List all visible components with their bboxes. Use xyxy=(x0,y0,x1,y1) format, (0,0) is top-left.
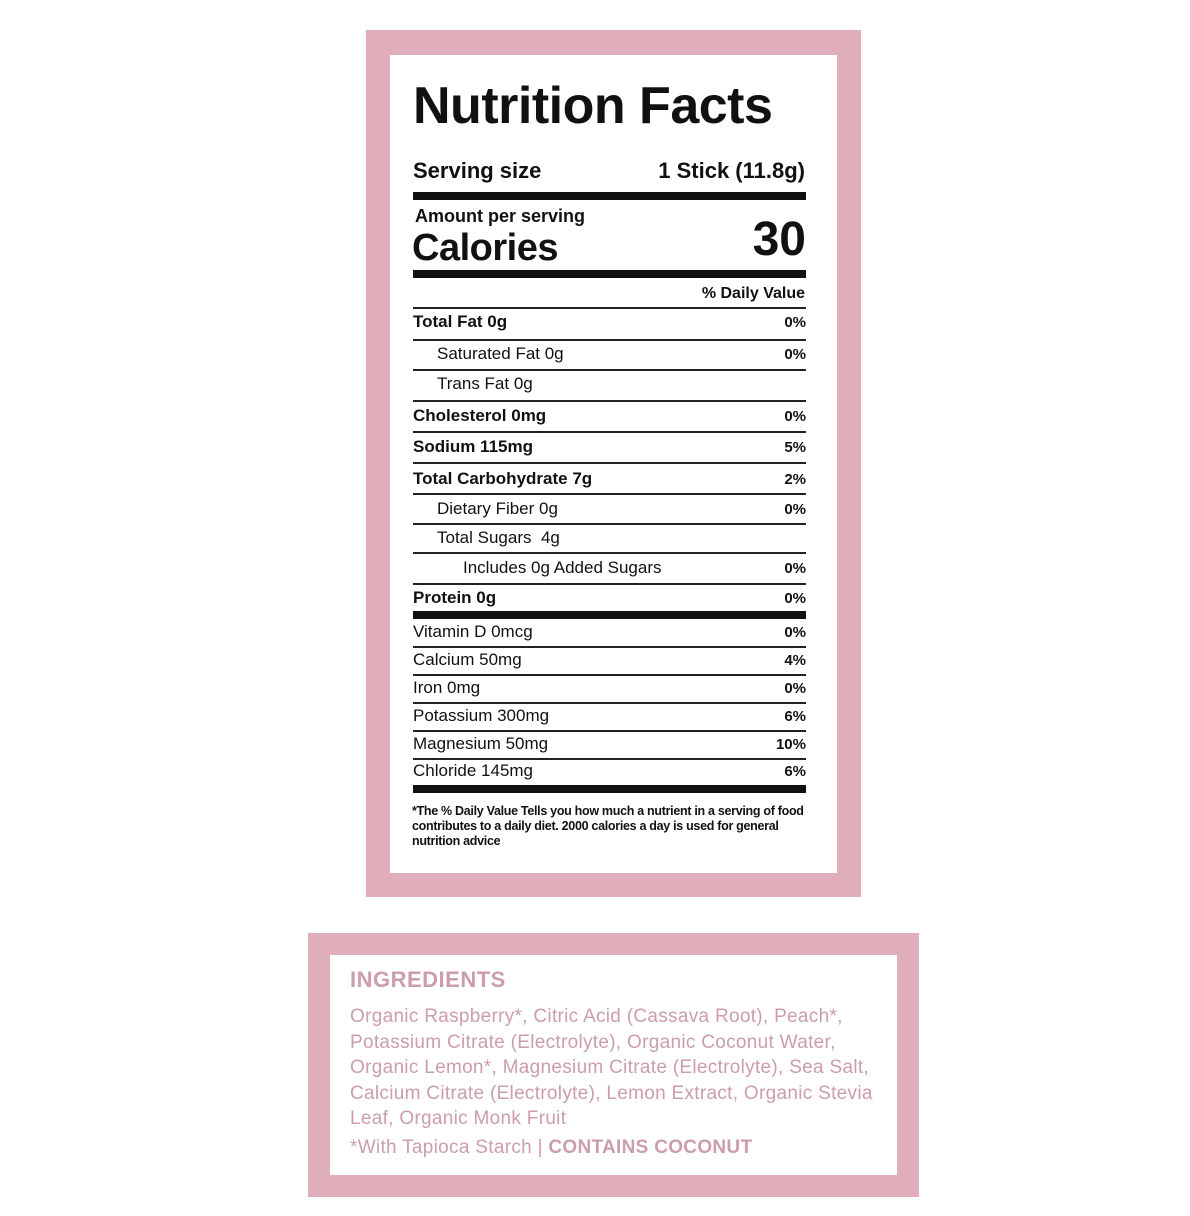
nutrient-label: Saturated Fat 0g xyxy=(437,344,564,363)
ingredients-panel xyxy=(330,955,897,1175)
nutrient-row: Includes 0g Added Sugars 0% xyxy=(413,558,806,578)
ingredients-list: Organic Raspberry*, Citric Acid (Cassava… xyxy=(350,1006,873,1129)
divider xyxy=(413,369,806,371)
nutrient-daily-value: 0% xyxy=(784,623,806,641)
nutrient-row: Chloride 145mg 6% xyxy=(413,761,806,781)
divider xyxy=(413,674,806,676)
nutrient-daily-value: 10% xyxy=(775,735,806,753)
calories-label: Calories xyxy=(412,227,558,269)
nutrient-daily-value: 0% xyxy=(784,500,806,518)
ingredients-title: INGREDIENTS xyxy=(350,967,506,992)
nutrient-label: Vitamin D 0mcg xyxy=(413,622,533,641)
divider xyxy=(413,431,806,433)
nutrient-row: Calcium 50mg 4% xyxy=(413,650,806,670)
nutrient-daily-value: 6% xyxy=(784,762,806,780)
nutrient-label: Trans Fat 0g xyxy=(437,374,533,393)
amount-per-serving: Amount per serving xyxy=(415,206,586,226)
nutrient-daily-value: 0% xyxy=(784,407,806,425)
nutrient-daily-value: 0% xyxy=(784,589,806,607)
thick-divider xyxy=(413,611,806,619)
thick-divider xyxy=(413,192,806,200)
nutrient-label: Potassium 300mg xyxy=(413,706,550,725)
thick-divider xyxy=(413,785,806,793)
divider xyxy=(413,493,806,495)
thick-divider xyxy=(413,270,806,278)
divider xyxy=(413,307,806,309)
nutrient-row: Protein 0g 0% xyxy=(413,588,806,608)
nutrient-row: Dietary Fiber 0g 0% xyxy=(413,499,806,519)
tapioca-note: *With Tapioca Starch | xyxy=(350,1137,549,1158)
divider xyxy=(413,552,806,554)
nutrient-label: Protein 0g xyxy=(413,588,497,607)
nutrition-title: Nutrition Facts xyxy=(413,77,773,135)
divider xyxy=(413,702,806,704)
nutrient-daily-value: 0% xyxy=(784,345,806,363)
divider xyxy=(413,646,806,648)
serving-size-label: Serving size xyxy=(413,158,542,183)
nutrient-row: Potassium 300mg 6% xyxy=(413,706,806,726)
daily-value-header: % Daily Value xyxy=(701,285,805,302)
nutrient-row: Trans Fat 0g xyxy=(413,374,806,394)
nutrient-daily-value: 0% xyxy=(784,559,806,577)
nutrient-label: Includes 0g Added Sugars xyxy=(463,558,662,577)
nutrient-label: Sodium 115mg xyxy=(413,437,533,456)
nutrient-label: Dietary Fiber 0g xyxy=(437,499,558,518)
nutrient-row: Saturated Fat 0g 0% xyxy=(413,344,806,364)
nutrient-row: Total Fat 0g 0% xyxy=(413,312,806,332)
divider xyxy=(413,339,806,341)
divider xyxy=(413,758,806,760)
serving-size-value: 1 Stick (11.8g) xyxy=(658,158,805,183)
nutrient-daily-value: 4% xyxy=(784,651,806,669)
divider xyxy=(413,730,806,732)
nutrient-daily-value: 6% xyxy=(784,707,806,725)
nutrient-label: Cholesterol 0mg xyxy=(413,406,547,425)
allergen-statement: CONTAINS COCONUT xyxy=(548,1137,753,1158)
divider xyxy=(413,583,806,585)
divider xyxy=(413,462,806,464)
nutrient-daily-value: 0% xyxy=(784,313,806,331)
nutrient-row: Iron 0mg 0% xyxy=(413,678,806,698)
nutrient-row: Vitamin D 0mcg 0% xyxy=(413,622,806,642)
nutrient-daily-value: 5% xyxy=(784,438,806,456)
nutrient-row: Total Sugars 4g xyxy=(413,528,806,548)
nutrient-label: Total Carbohydrate 7g xyxy=(413,469,593,488)
nutrient-label: Iron 0mg xyxy=(413,678,481,697)
nutrient-label: Total Sugars 4g xyxy=(437,528,560,547)
divider xyxy=(413,400,806,402)
nutrition-panel xyxy=(390,55,837,873)
nutrient-label: Calcium 50mg xyxy=(413,650,522,669)
footnote: *The % Daily Value Tells you how much a … xyxy=(412,804,804,848)
nutrient-daily-value: 0% xyxy=(784,679,806,697)
nutrient-row: Magnesium 50mg 10% xyxy=(413,734,806,754)
nutrient-label: Chloride 145mg xyxy=(413,761,534,780)
nutrient-label: Magnesium 50mg xyxy=(413,734,549,753)
nutrient-row: Cholesterol 0mg 0% xyxy=(413,406,806,426)
calories-value: 30 xyxy=(752,213,806,266)
divider xyxy=(413,523,806,525)
nutrient-label: Total Fat 0g xyxy=(413,312,508,331)
nutrient-row: Total Carbohydrate 7g 2% xyxy=(413,469,806,489)
nutrient-daily-value: 2% xyxy=(784,470,806,488)
ingredients-note: *With Tapioca Starch | CONTAINS COCONUT xyxy=(350,1137,752,1159)
nutrient-row: Sodium 115mg 5% xyxy=(413,437,806,457)
